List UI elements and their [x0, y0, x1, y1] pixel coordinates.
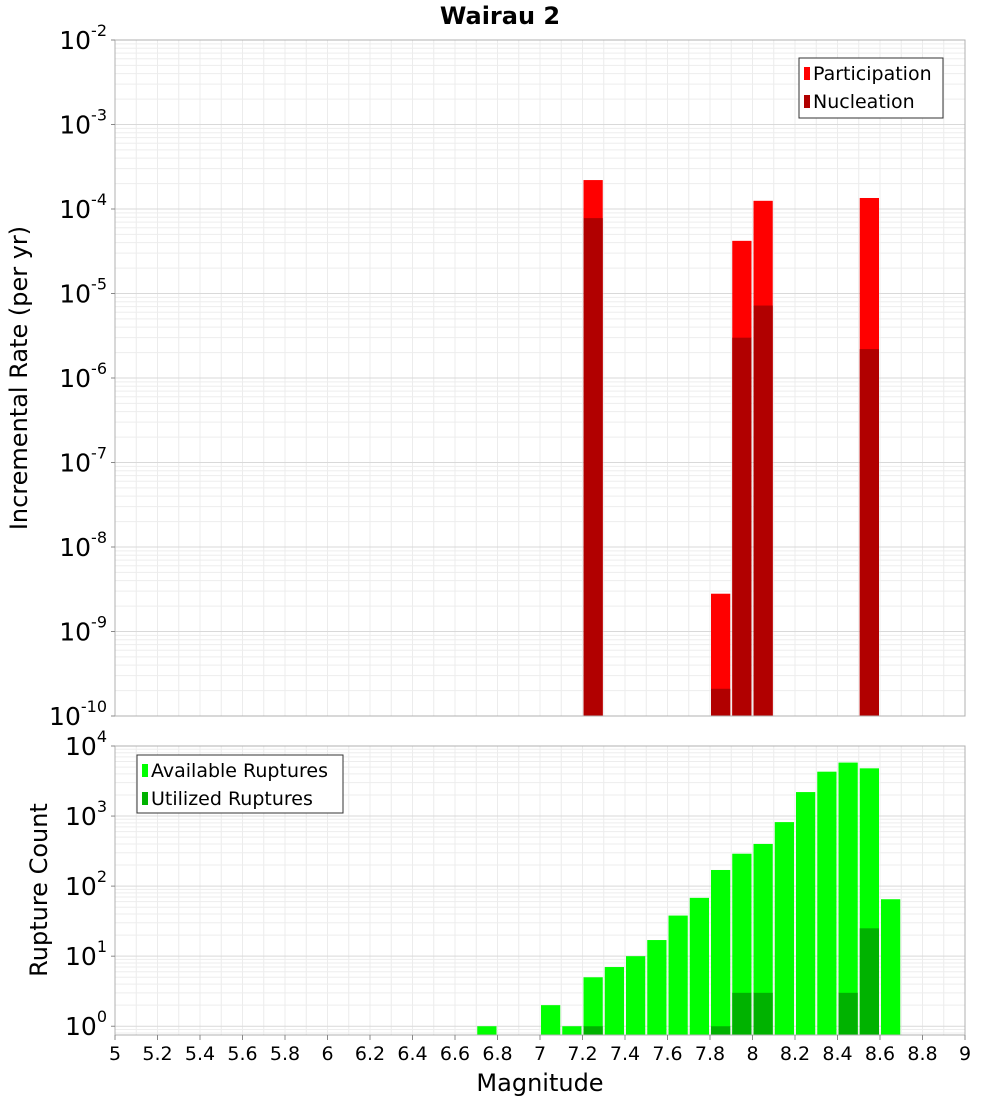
legend-swatch: [804, 67, 810, 80]
rate-legend: Participation Nucleation: [798, 57, 944, 119]
legend-label: Participation: [813, 63, 932, 85]
x-tick-label: 9: [959, 1043, 971, 1065]
x-tick-label: 6.2: [355, 1043, 385, 1065]
bar-nucleation: [711, 688, 731, 716]
bar-available-ruptures: [796, 792, 816, 1035]
x-tick-label: 6: [321, 1043, 333, 1065]
x-tick-label: 6.8: [482, 1043, 512, 1065]
rate-y-axis-label: Incremental Rate (per yr): [5, 226, 33, 530]
legend-swatch: [804, 95, 810, 108]
x-tick-label: 7.4: [610, 1043, 640, 1065]
bar-available-ruptures: [647, 940, 667, 1035]
bar-available-ruptures: [732, 853, 752, 1035]
y-tick-label: 10-7: [59, 444, 107, 478]
legend-box: [136, 754, 344, 814]
legend-label: Utilized Ruptures: [151, 788, 313, 810]
x-tick-label: 8.8: [907, 1043, 937, 1065]
bar-utilized-ruptures: [859, 928, 879, 1035]
bar-participation: [711, 593, 731, 716]
x-tick-label: 7.6: [652, 1043, 682, 1065]
y-tick-label: 10-9: [59, 613, 107, 647]
x-tick-label: 5.8: [270, 1043, 300, 1065]
x-tick-label: 5: [109, 1043, 121, 1065]
y-tick-label: 10-2: [59, 21, 107, 55]
x-tick-label: 7: [534, 1043, 546, 1065]
chart-title: Wairau 2: [440, 2, 560, 30]
legend-label: Nucleation: [813, 91, 915, 113]
rate-gridlines: [114, 40, 966, 717]
y-tick-label: 100: [65, 1007, 107, 1041]
legend-label: Available Ruptures: [151, 760, 328, 782]
y-tick-label: 10-5: [59, 275, 107, 309]
x-tick-label: 8.2: [780, 1043, 810, 1065]
bar-nucleation: [859, 349, 879, 716]
bar-utilized-ruptures: [711, 1026, 731, 1035]
count-y-axis-label: Rupture Count: [25, 803, 53, 977]
y-tick-label: 10-8: [59, 528, 107, 562]
bar-available-ruptures: [604, 967, 624, 1035]
bar-utilized-ruptures: [838, 992, 858, 1035]
bar-available-ruptures: [774, 822, 794, 1035]
y-tick-label: 10-10: [49, 697, 107, 731]
y-tick-label: 103: [65, 797, 107, 831]
x-tick-label: 6.6: [440, 1043, 470, 1065]
bar-available-ruptures: [562, 1026, 582, 1035]
bar-nucleation: [753, 305, 773, 716]
bar-available-ruptures: [689, 897, 709, 1035]
y-tick-label: 101: [65, 937, 107, 971]
bar-available-ruptures: [711, 869, 731, 1035]
bar-available-ruptures: [626, 956, 646, 1035]
rate-panel: 10-10 10-9 10-8 10-7 10-6 10-5 10-4 10-3 10-2 In…: [5, 21, 966, 731]
magnitude-x-ticks: 5 5.2 5.4 5.6 5.8 6 6.2 6.4 6.6 6.8 7 7.2 7.4 7.6 7.8 8…: [109, 1035, 971, 1065]
legend-swatch: [142, 764, 148, 777]
y-tick-label: 102: [65, 867, 107, 901]
bar-available-ruptures: [541, 1005, 561, 1035]
bar-available-ruptures: [817, 771, 837, 1035]
x-tick-label: 5.4: [185, 1043, 215, 1065]
bar-nucleation: [732, 337, 752, 716]
count-bars: [477, 762, 901, 1035]
x-tick-label: 5.6: [227, 1043, 257, 1065]
rate-y-ticks: 10-10 10-9 10-8 10-7 10-6 10-5 10-4 10-3 10-2: [49, 21, 115, 731]
y-tick-label: 104: [65, 727, 107, 761]
legend-swatch: [142, 792, 148, 805]
count-legend: Available Ruptures Utilized Ruptures: [136, 754, 344, 814]
y-tick-label: 10-6: [59, 359, 107, 393]
rate-bars: [583, 180, 879, 717]
bar-utilized-ruptures: [753, 992, 773, 1035]
bar-available-ruptures: [477, 1026, 497, 1035]
legend-box: [798, 57, 944, 119]
bar-nucleation: [583, 218, 603, 716]
x-tick-label: 7.2: [567, 1043, 597, 1065]
y-tick-label: 10-4: [59, 190, 107, 224]
x-tick-label: 8.6: [865, 1043, 895, 1065]
bar-available-ruptures: [838, 762, 858, 1035]
bar-available-ruptures: [668, 915, 688, 1035]
bar-utilized-ruptures: [732, 992, 752, 1035]
count-y-ticks: 100 101 102 103 104: [65, 727, 115, 1041]
bar-utilized-ruptures: [583, 1026, 603, 1035]
x-tick-label: 7.8: [695, 1043, 725, 1065]
x-tick-label: 5.2: [142, 1043, 172, 1065]
bar-available-ruptures: [881, 899, 901, 1035]
y-tick-label: 10-3: [59, 106, 107, 140]
x-tick-label: 8.4: [822, 1043, 852, 1065]
x-tick-label: 8: [746, 1043, 758, 1065]
bar-available-ruptures: [753, 843, 773, 1035]
count-panel: 100 101 102 103 104 Rupture Count Available …: [25, 727, 971, 1097]
bar-available-ruptures: [583, 977, 603, 1035]
x-tick-label: 6.4: [397, 1043, 427, 1065]
x-axis-label: Magnitude: [476, 1069, 603, 1097]
